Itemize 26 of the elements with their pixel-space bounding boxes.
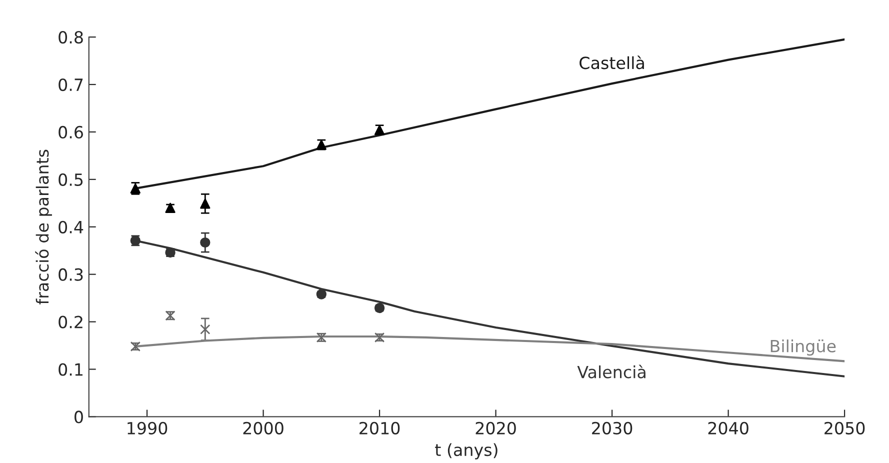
y-axis-title: fracció de parlants <box>35 150 52 304</box>
point <box>200 198 210 209</box>
y-tick-label: 0 <box>74 410 83 424</box>
series-label: Valencià <box>577 364 646 378</box>
x-tick-label: 1990 <box>128 422 168 434</box>
x-tick-label: 2000 <box>243 422 284 434</box>
point <box>165 202 176 213</box>
y-tick-label: 0.7 <box>58 78 83 92</box>
line-series <box>134 335 845 362</box>
series-label: Bilingüe <box>770 339 836 356</box>
x-axis-title: t (anys) <box>435 443 498 460</box>
y-tick-label: 0.8 <box>58 31 83 44</box>
x-tick-label: 2010 <box>360 422 400 434</box>
y-tick-label: 0.5 <box>58 173 83 186</box>
y-tick-label: 0.1 <box>58 363 82 376</box>
x-tick-label: 2040 <box>708 422 748 434</box>
x-tick-label: 2050 <box>824 422 865 434</box>
point <box>200 324 210 334</box>
y-tick-label: 0.2 <box>58 316 82 328</box>
y-tick-label: 0.6 <box>58 126 83 139</box>
y-tick-label: 0.3 <box>58 268 83 281</box>
x-tick-label: 2020 <box>476 422 516 434</box>
x-tick-label: 2030 <box>592 422 632 434</box>
y-tick-label: 0.4 <box>58 220 84 234</box>
point <box>200 237 210 248</box>
series-label: Castellà <box>580 56 644 70</box>
